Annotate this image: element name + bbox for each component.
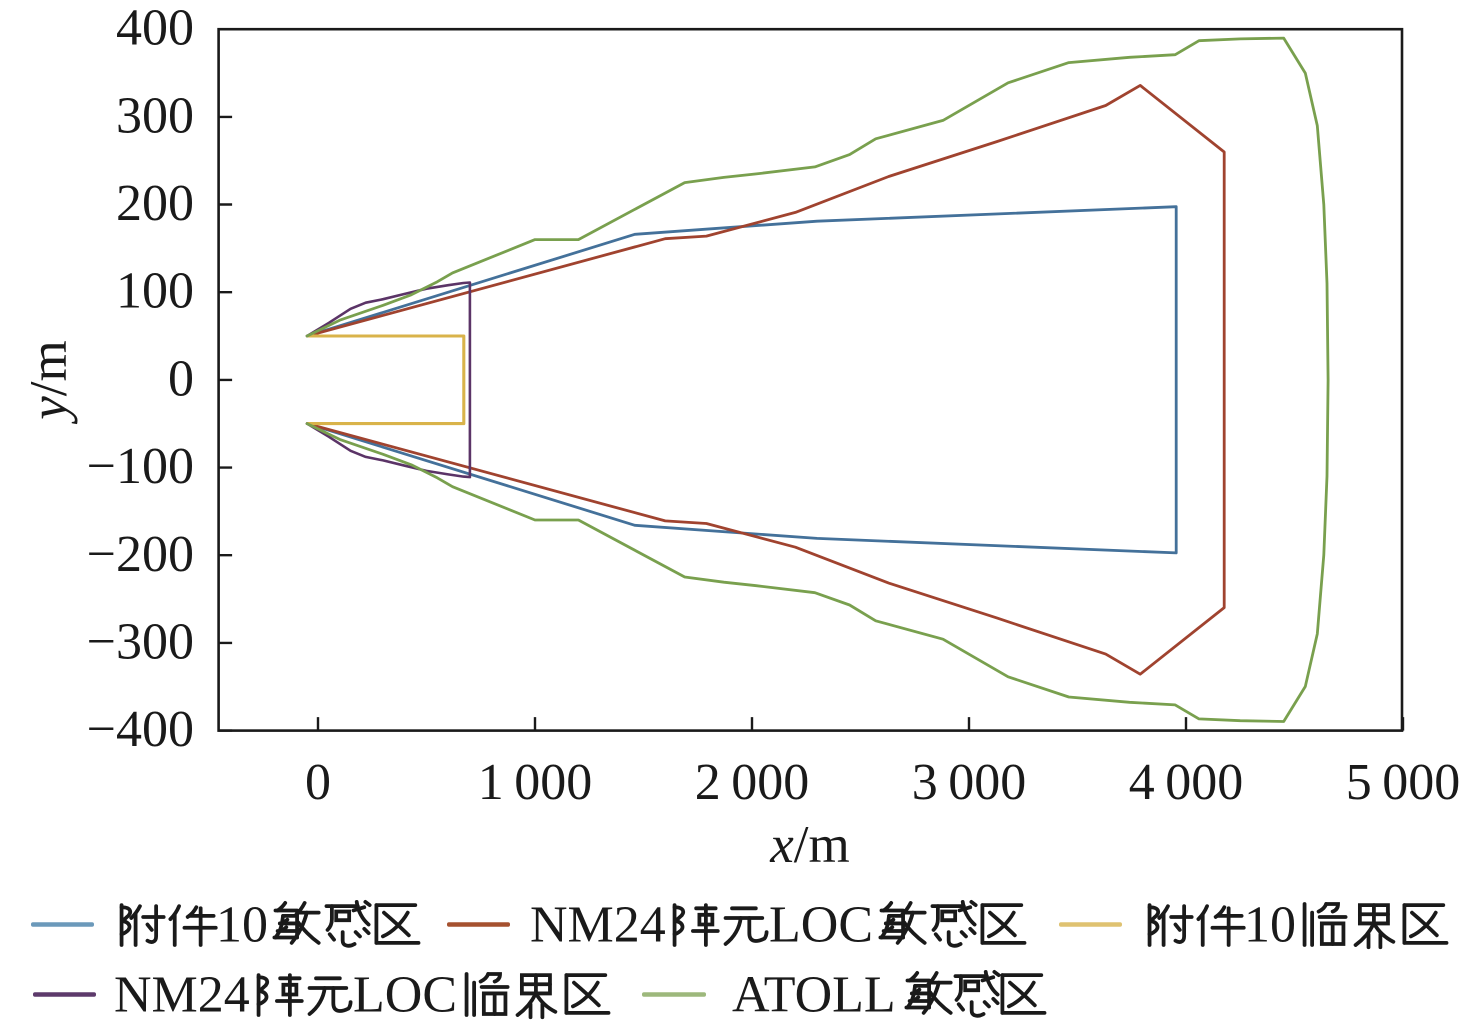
svg-text:2 000: 2 000	[695, 754, 809, 811]
svg-text:y/m: y/m	[20, 340, 78, 424]
svg-text:x/m: x/m	[769, 816, 849, 874]
svg-text:LOC: LOC	[769, 897, 873, 954]
svg-text:10: 10	[1244, 897, 1296, 954]
svg-text:NM24: NM24	[114, 967, 250, 1024]
svg-text:ATOLL: ATOLL	[732, 967, 896, 1024]
svg-text:10: 10	[216, 897, 268, 954]
svg-text:5 000: 5 000	[1346, 754, 1460, 811]
svg-text:−200: −200	[87, 526, 194, 583]
svg-text:NM24: NM24	[530, 897, 666, 954]
svg-text:200: 200	[116, 175, 194, 232]
svg-text:−300: −300	[87, 613, 194, 670]
svg-text:4 000: 4 000	[1129, 754, 1243, 811]
svg-text:400: 400	[116, 0, 194, 57]
svg-text:−100: −100	[87, 438, 194, 495]
svg-text:LOC: LOC	[353, 967, 457, 1024]
svg-text:3 000: 3 000	[912, 754, 1026, 811]
svg-text:0: 0	[168, 350, 194, 407]
svg-text:100: 100	[116, 263, 194, 320]
svg-text:1 000: 1 000	[478, 754, 592, 811]
svg-text:−400: −400	[87, 701, 194, 758]
svg-text:300: 300	[116, 87, 194, 144]
svg-text:0: 0	[305, 754, 331, 811]
